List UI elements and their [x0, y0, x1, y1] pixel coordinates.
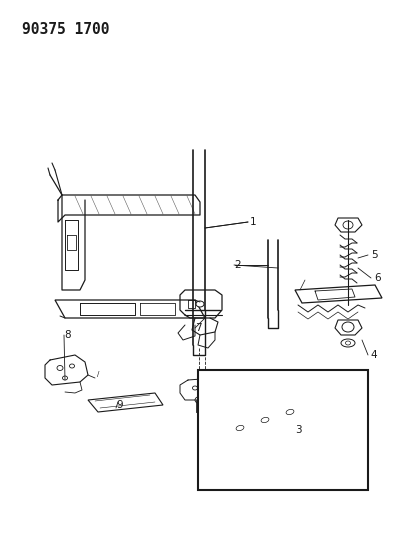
Polygon shape: [55, 300, 205, 318]
Ellipse shape: [69, 364, 74, 368]
Text: 9: 9: [116, 400, 123, 410]
Polygon shape: [334, 218, 361, 232]
Text: 8: 8: [64, 330, 71, 340]
FancyBboxPatch shape: [198, 370, 367, 490]
Text: 1: 1: [249, 217, 256, 227]
Ellipse shape: [260, 417, 268, 423]
Text: 90375 1700: 90375 1700: [22, 22, 109, 37]
Polygon shape: [88, 393, 162, 412]
Text: 3: 3: [294, 425, 301, 435]
Polygon shape: [209, 398, 351, 445]
Ellipse shape: [197, 393, 202, 397]
Ellipse shape: [341, 322, 353, 332]
Ellipse shape: [342, 221, 352, 229]
Text: 7: 7: [194, 323, 201, 333]
Ellipse shape: [196, 301, 203, 307]
Ellipse shape: [286, 409, 293, 415]
Polygon shape: [334, 320, 361, 335]
Ellipse shape: [204, 385, 209, 389]
Ellipse shape: [62, 376, 67, 380]
Ellipse shape: [57, 366, 63, 370]
Text: 5: 5: [371, 250, 377, 260]
Text: 6: 6: [374, 273, 380, 283]
Text: /: /: [97, 371, 99, 377]
Polygon shape: [294, 285, 381, 303]
Ellipse shape: [345, 341, 350, 345]
Ellipse shape: [235, 425, 243, 431]
Ellipse shape: [340, 339, 354, 347]
Ellipse shape: [194, 397, 205, 403]
Text: 2: 2: [234, 260, 241, 270]
Ellipse shape: [192, 386, 197, 390]
Text: 4: 4: [370, 350, 376, 360]
